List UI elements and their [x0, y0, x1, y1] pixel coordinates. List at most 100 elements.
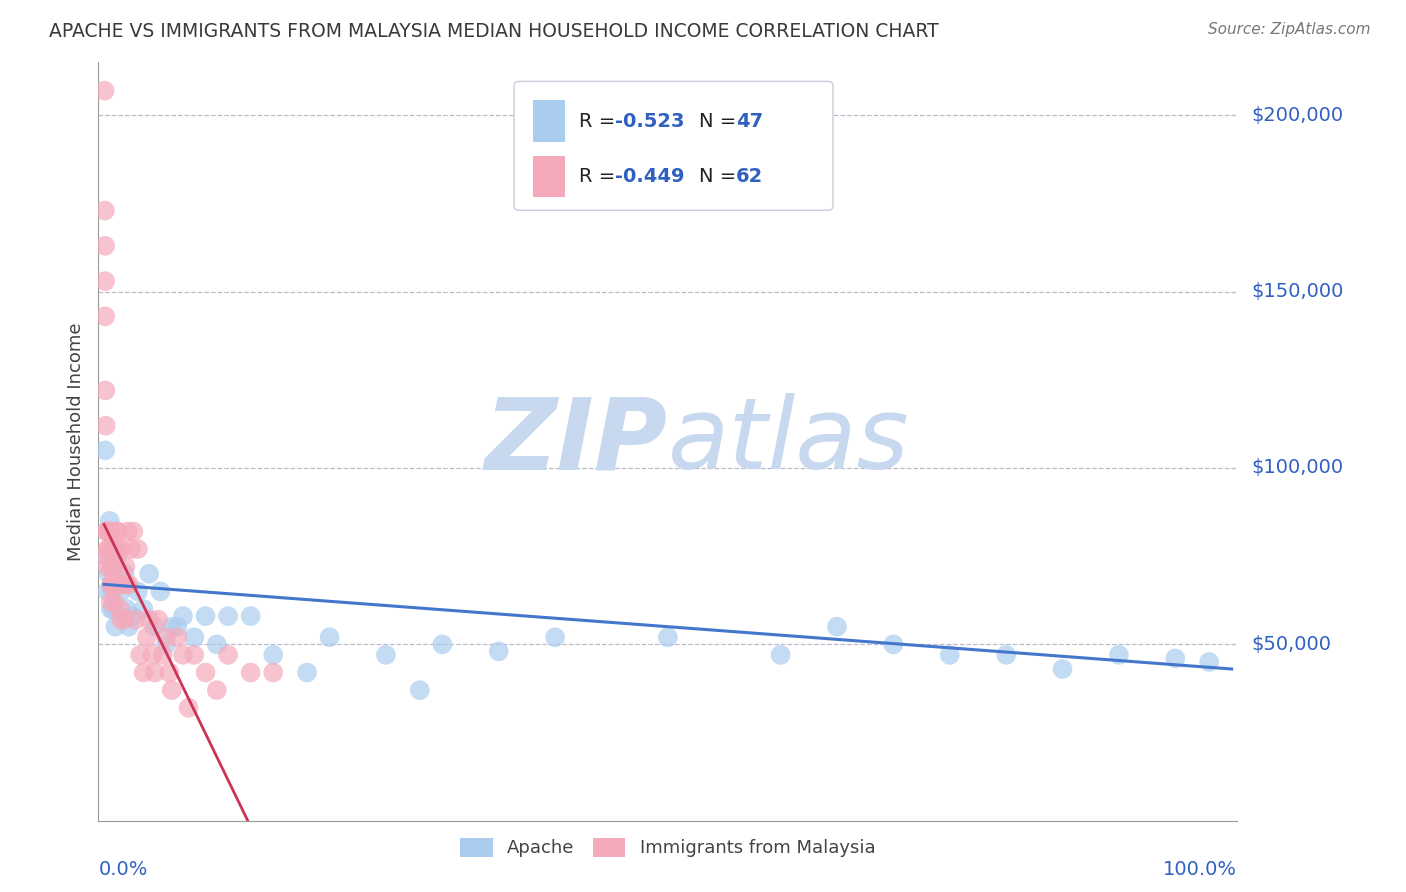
Text: 62: 62 — [737, 167, 763, 186]
Point — [107, 577, 129, 591]
Point — [769, 648, 792, 662]
Point — [135, 630, 157, 644]
Point — [94, 274, 117, 288]
Point — [110, 613, 132, 627]
Point — [101, 559, 124, 574]
Point — [127, 584, 149, 599]
Point — [409, 683, 432, 698]
Point — [97, 542, 120, 557]
Point — [152, 648, 174, 662]
Point — [108, 602, 131, 616]
Text: -0.523: -0.523 — [616, 112, 685, 131]
Point — [110, 584, 132, 599]
Point — [112, 613, 135, 627]
Point — [96, 584, 118, 599]
Point — [96, 559, 118, 574]
Point — [96, 524, 118, 539]
Point — [101, 577, 124, 591]
Point — [194, 609, 217, 624]
Point — [938, 648, 960, 662]
Point — [110, 542, 132, 557]
Point — [98, 524, 121, 539]
Point — [124, 613, 146, 627]
Point — [138, 613, 160, 627]
Y-axis label: Median Household Income: Median Household Income — [66, 322, 84, 561]
Point — [103, 595, 125, 609]
Point — [94, 384, 117, 398]
Point — [375, 648, 398, 662]
Point — [166, 630, 188, 644]
Point — [127, 542, 149, 557]
Point — [183, 630, 205, 644]
Point — [544, 630, 567, 644]
Point — [239, 609, 262, 624]
Point — [104, 542, 127, 557]
Text: atlas: atlas — [668, 393, 910, 490]
Point — [96, 524, 118, 539]
Point — [155, 630, 177, 644]
Point — [111, 577, 134, 591]
Point — [172, 609, 194, 624]
Point — [172, 648, 194, 662]
Point — [121, 609, 143, 624]
Point — [94, 418, 117, 433]
Point — [107, 549, 129, 563]
Point — [318, 630, 340, 644]
Point — [129, 648, 152, 662]
Point — [104, 620, 127, 634]
Point — [1198, 655, 1220, 669]
Text: $150,000: $150,000 — [1251, 282, 1344, 301]
Point — [101, 559, 124, 574]
Text: $50,000: $50,000 — [1251, 635, 1331, 654]
Point — [105, 524, 128, 539]
Point — [107, 542, 129, 557]
Point — [115, 602, 138, 616]
Point — [132, 602, 155, 616]
Point — [115, 577, 138, 591]
Point — [100, 595, 122, 609]
Point — [96, 542, 118, 557]
Point — [132, 665, 155, 680]
Point — [143, 665, 166, 680]
Point — [159, 665, 181, 680]
Point — [100, 577, 122, 591]
Point — [177, 700, 200, 714]
Point — [183, 648, 205, 662]
Point — [882, 637, 904, 651]
Point — [143, 620, 166, 634]
Point — [262, 665, 284, 680]
Point — [120, 542, 142, 557]
Text: 0.0%: 0.0% — [98, 860, 148, 879]
Point — [94, 310, 117, 324]
Point — [117, 524, 139, 539]
Point — [1052, 662, 1074, 676]
Point — [97, 566, 120, 581]
Point — [94, 239, 117, 253]
Point — [160, 683, 183, 698]
Point — [160, 620, 183, 634]
Point — [155, 637, 177, 651]
FancyBboxPatch shape — [533, 100, 565, 142]
Text: $200,000: $200,000 — [1251, 106, 1343, 125]
Point — [101, 584, 124, 599]
Point — [657, 630, 679, 644]
Point — [488, 644, 510, 658]
Point — [100, 602, 122, 616]
Text: $100,000: $100,000 — [1251, 458, 1343, 477]
Text: N =: N = — [699, 167, 742, 186]
Text: -0.449: -0.449 — [616, 167, 685, 186]
Point — [149, 584, 172, 599]
FancyBboxPatch shape — [533, 156, 565, 197]
Point — [118, 577, 141, 591]
Point — [138, 566, 160, 581]
Point — [93, 84, 115, 98]
Text: N =: N = — [699, 112, 742, 131]
Point — [122, 524, 145, 539]
Point — [114, 559, 136, 574]
Point — [118, 620, 141, 634]
Text: R =: R = — [579, 112, 621, 131]
Point — [107, 524, 129, 539]
Point — [194, 665, 217, 680]
Text: 47: 47 — [737, 112, 763, 131]
Point — [166, 620, 188, 634]
